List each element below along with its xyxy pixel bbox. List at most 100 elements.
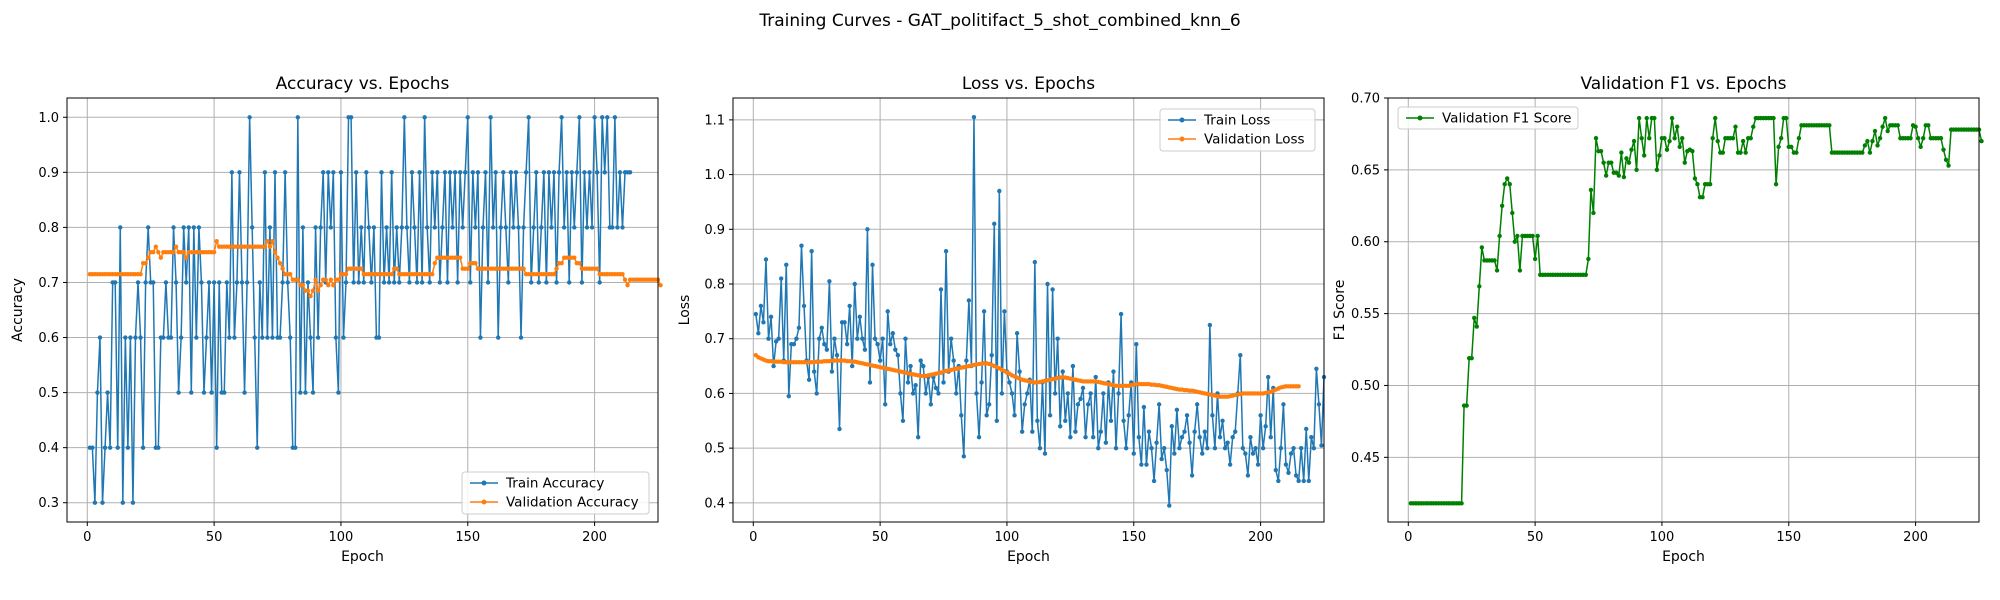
- data-point: [1141, 404, 1147, 410]
- accuracy-chart: 0 50 100 150 200 0.3 0.4 0.5 0.6 0.7 0.8 0.9 1.0 Accu…: [10, 74, 663, 565]
- data-point: [1778, 136, 1784, 141]
- x-tick-label: 50: [206, 530, 223, 545]
- data-point: [485, 280, 491, 285]
- x-tick-label: 0: [749, 530, 757, 545]
- x-axis-label: Epoch: [341, 549, 384, 565]
- data-point: [801, 303, 807, 309]
- data-point: [753, 311, 759, 317]
- data-point: [1255, 462, 1261, 467]
- data-point: [310, 390, 316, 395]
- data-point: [343, 280, 349, 285]
- data-point: [1260, 445, 1266, 451]
- y-tick-label: 0.5: [38, 386, 59, 401]
- y-tick-label: 0.6: [704, 387, 725, 402]
- data-point: [541, 170, 547, 175]
- data-point: [1946, 163, 1951, 168]
- data-point: [1179, 435, 1185, 440]
- data-point: [1609, 160, 1614, 165]
- data-point: [156, 445, 161, 450]
- data-point: [282, 170, 288, 175]
- data-point: [244, 280, 250, 285]
- data-point: [1629, 147, 1634, 152]
- legend-label-validation-loss: Validation Loss: [1204, 132, 1305, 148]
- data-point: [125, 445, 131, 450]
- data-point: [1616, 173, 1622, 178]
- data-point: [130, 500, 136, 505]
- data-point: [921, 363, 926, 369]
- data-point: [1477, 284, 1482, 289]
- data-point: [277, 335, 283, 340]
- x-axis-label: Epoch: [1662, 549, 1705, 565]
- data-point: [399, 225, 405, 230]
- data-point: [559, 260, 564, 266]
- data-point: [181, 249, 186, 255]
- data-point: [526, 115, 531, 120]
- data-point: [376, 335, 382, 340]
- data-point: [1220, 418, 1225, 423]
- data-point: [814, 391, 819, 396]
- data-point: [981, 309, 987, 314]
- data-point: [1634, 167, 1639, 173]
- data-point: [1098, 429, 1103, 434]
- data-point: [844, 341, 850, 347]
- data-point: [95, 390, 100, 395]
- data-point: [1042, 451, 1048, 456]
- data-point: [328, 277, 333, 282]
- data-point: [627, 170, 633, 175]
- data-point: [852, 281, 857, 287]
- data-point: [1058, 424, 1063, 429]
- data-point: [288, 272, 293, 277]
- data-point: [262, 244, 268, 249]
- data-point: [600, 115, 605, 120]
- data-point: [556, 170, 562, 175]
- data-point: [882, 402, 888, 407]
- data-point: [1045, 281, 1050, 287]
- data-point: [1085, 402, 1091, 407]
- y-tick-label: 0.7: [38, 276, 59, 291]
- data-point: [440, 225, 445, 230]
- data-point: [465, 266, 470, 271]
- data-point: [323, 277, 328, 282]
- data-point: [506, 280, 511, 285]
- data-point: [551, 272, 557, 277]
- data-point: [1194, 402, 1200, 407]
- data-point: [1926, 123, 1931, 128]
- data-point: [1177, 445, 1182, 451]
- data-point: [1060, 369, 1065, 374]
- data-point: [1827, 123, 1832, 128]
- data-point: [1065, 391, 1071, 396]
- x-tick-label: 200: [582, 530, 607, 545]
- y-tick-label: 0.65: [1351, 163, 1380, 178]
- data-point: [1189, 473, 1195, 478]
- data-point: [143, 260, 148, 266]
- data-point: [1230, 435, 1235, 440]
- series-train-accuracy: [87, 115, 633, 505]
- data-point: [1512, 239, 1518, 244]
- data-point: [1882, 115, 1888, 121]
- data-point: [1278, 445, 1284, 451]
- data-point: [239, 280, 245, 285]
- data-point: [1588, 187, 1594, 193]
- y-tick-label: 0.55: [1351, 307, 1380, 322]
- data-point: [880, 336, 885, 341]
- data-point: [992, 221, 997, 227]
- data-point: [1103, 440, 1109, 445]
- data-point: [102, 445, 108, 450]
- data-point: [893, 347, 898, 352]
- data-point: [1017, 369, 1022, 374]
- data-point: [1492, 258, 1497, 263]
- data-point: [277, 260, 283, 266]
- data-point: [158, 255, 164, 260]
- data-point: [168, 335, 174, 340]
- legend: Train Loss Validation Loss: [1159, 108, 1316, 152]
- data-point: [1700, 194, 1705, 200]
- data-point: [1667, 138, 1672, 144]
- data-point: [964, 358, 969, 363]
- legend-swatch-marker: [481, 499, 487, 505]
- data-point: [539, 225, 544, 230]
- data-point: [1035, 418, 1040, 423]
- data-point: [1715, 138, 1720, 144]
- data-point: [181, 225, 186, 230]
- legend-label-validation-f1-score: Validation F1 Score: [1442, 111, 1571, 127]
- data-point: [1624, 156, 1629, 161]
